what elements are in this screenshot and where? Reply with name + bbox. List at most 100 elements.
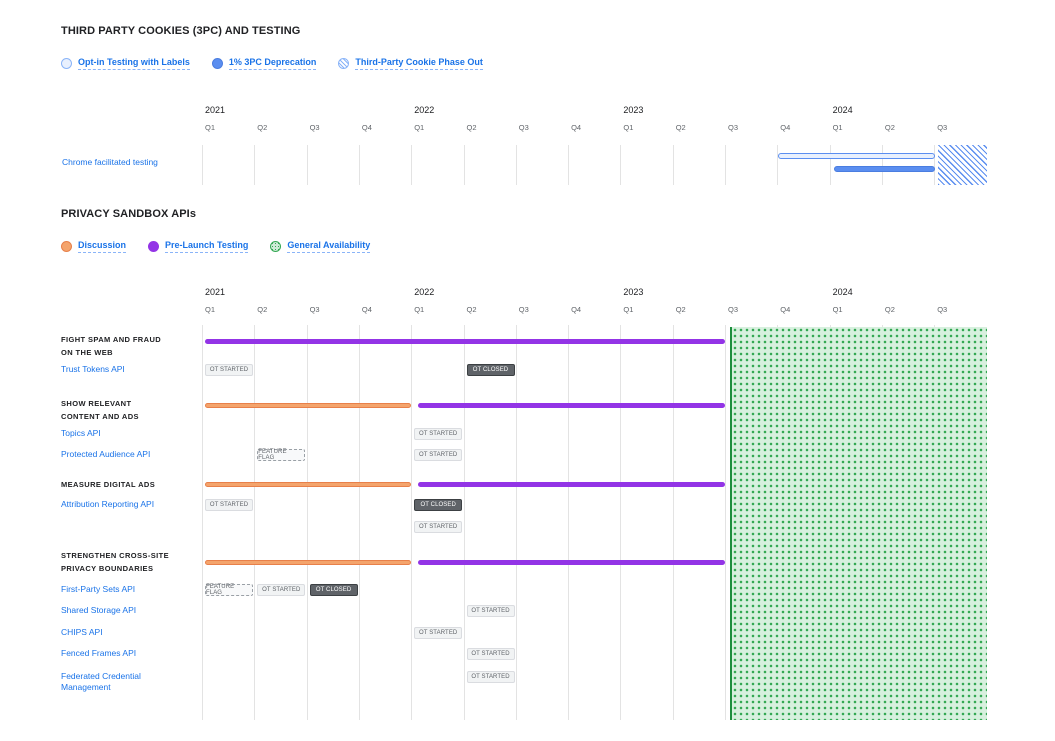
group-title: FIGHT SPAM AND FRAUD ON THE WEB bbox=[61, 335, 162, 357]
ps-quarter-label: Q2 bbox=[675, 305, 686, 314]
ps-grid-line bbox=[568, 325, 570, 720]
status-chip-ot-started: OT STARTED bbox=[205, 364, 253, 376]
3pc-quarter-label: Q4 bbox=[361, 123, 372, 132]
pre-launch-testing-bar bbox=[205, 339, 725, 344]
legend-testing[interactable]: Pre-Launch Testing bbox=[165, 240, 249, 253]
3pc-grid-line bbox=[515, 145, 517, 185]
3pc-grid-line bbox=[358, 145, 360, 185]
3pc-quarter-label: Q1 bbox=[832, 123, 843, 132]
ps-grid-line bbox=[202, 325, 203, 720]
ps-grid-line bbox=[463, 325, 465, 720]
3pc-quarter-label: Q2 bbox=[884, 123, 895, 132]
3pc-year-label: 2024 bbox=[832, 105, 853, 115]
status-chip-ot-started: OT STARTED bbox=[414, 428, 463, 440]
3pc-quarter-label: Q4 bbox=[571, 123, 582, 132]
status-chip-ot-started: OT STARTED bbox=[466, 671, 515, 683]
status-chip-ot-closed: OT CLOSED bbox=[414, 499, 463, 511]
status-chip-ot-started: OT STARTED bbox=[257, 584, 306, 596]
3pc-quarter-label: Q2 bbox=[257, 123, 268, 132]
general-availability-area bbox=[730, 327, 987, 720]
3pc-quarter-label: Q3 bbox=[937, 123, 948, 132]
ps-quarter-label: Q4 bbox=[780, 305, 791, 314]
ps-year-label: 2021 bbox=[205, 287, 226, 297]
ps-quarter-label: Q2 bbox=[257, 305, 268, 314]
opt-in-testing-bar bbox=[778, 153, 936, 159]
status-chip-feature-flag: FEATURE FLAG bbox=[257, 449, 306, 461]
ps-quarter-label: Q1 bbox=[414, 305, 425, 314]
3pc-year-label: 2022 bbox=[414, 105, 435, 115]
3pc-quarter-label: Q1 bbox=[414, 123, 425, 132]
api-label[interactable]: Attribution Reporting API bbox=[61, 499, 155, 509]
api-label[interactable]: Federated Credential Management bbox=[61, 671, 141, 692]
status-chip-feature-flag: FEATURE FLAG bbox=[205, 584, 253, 596]
3pc-grid-line bbox=[620, 145, 622, 185]
api-label[interactable]: Trust Tokens API bbox=[61, 364, 125, 374]
status-chip-ot-started: OT STARTED bbox=[414, 627, 463, 639]
discussion-bar bbox=[205, 560, 412, 565]
3pc-grid-line bbox=[568, 145, 570, 185]
3pc-grid-line bbox=[202, 145, 203, 185]
testing-legend-icon bbox=[148, 241, 160, 252]
deprecation-bar bbox=[833, 166, 936, 172]
api-label[interactable]: Protected Audience API bbox=[61, 449, 151, 459]
ps-quarter-label: Q1 bbox=[623, 305, 634, 314]
3pc-grid-line bbox=[777, 145, 779, 185]
3pc-grid-line bbox=[306, 145, 308, 185]
ps-grid-line bbox=[254, 325, 256, 720]
3pc-quarter-label: Q3 bbox=[309, 123, 320, 132]
legend-discussion[interactable]: Discussion bbox=[78, 240, 127, 253]
phase-out-area bbox=[938, 145, 987, 185]
ps-year-label: 2023 bbox=[623, 287, 644, 297]
legend-phase-out[interactable]: Third-Party Cookie Phase Out bbox=[355, 57, 483, 70]
discussion-bar bbox=[205, 482, 412, 487]
3pc-quarter-label: Q2 bbox=[675, 123, 686, 132]
legend-privacy-sandbox: Discussion Pre-Launch Testing General Av… bbox=[61, 240, 371, 253]
legend-deprecation[interactable]: 1% 3PC Deprecation bbox=[228, 57, 317, 70]
3pc-grid-line bbox=[254, 145, 256, 185]
api-label[interactable]: CHIPS API bbox=[61, 627, 103, 637]
legend-3pc: Opt-in Testing with Labels 1% 3PC Deprec… bbox=[61, 57, 483, 70]
ps-year-label: 2022 bbox=[414, 287, 435, 297]
ps-quarter-label: Q1 bbox=[832, 305, 843, 314]
api-label[interactable]: Shared Storage API bbox=[61, 605, 137, 615]
3pc-quarter-label: Q1 bbox=[205, 123, 216, 132]
3pc-quarter-label: Q3 bbox=[518, 123, 529, 132]
ps-grid-line bbox=[358, 325, 360, 720]
ps-grid-line bbox=[306, 325, 308, 720]
status-chip-ot-closed: OT CLOSED bbox=[309, 584, 358, 596]
pre-launch-testing-bar bbox=[418, 482, 725, 487]
status-chip-ot-started: OT STARTED bbox=[414, 521, 463, 533]
3pc-grid-line bbox=[934, 145, 936, 185]
row-label-chrome-facilitated-testing[interactable]: Chrome facilitated testing bbox=[62, 157, 158, 167]
api-label[interactable]: Topics API bbox=[61, 428, 101, 438]
ps-quarter-label: Q3 bbox=[518, 305, 529, 314]
3pc-grid-line bbox=[881, 145, 883, 185]
ps-grid-line bbox=[725, 325, 726, 720]
3pc-grid-line bbox=[672, 145, 674, 185]
3pc-grid-line bbox=[463, 145, 465, 185]
3pc-quarter-label: Q2 bbox=[466, 123, 477, 132]
api-label[interactable]: First-Party Sets API bbox=[61, 584, 136, 594]
3pc-grid-line bbox=[829, 145, 831, 185]
discussion-legend-icon bbox=[61, 241, 72, 252]
group-title: MEASURE DIGITAL ADS bbox=[61, 480, 156, 489]
ps-quarter-label: Q2 bbox=[884, 305, 895, 314]
ps-quarter-label: Q4 bbox=[571, 305, 582, 314]
status-chip-ot-started: OT STARTED bbox=[414, 449, 463, 461]
ps-grid-line bbox=[515, 325, 517, 720]
group-title: STRENGTHEN CROSS-SITE PRIVACY BOUNDARIES bbox=[61, 551, 169, 573]
status-chip-ot-closed: OT CLOSED bbox=[466, 364, 515, 376]
ps-quarter-label: Q3 bbox=[728, 305, 739, 314]
group-title: SHOW RELEVANT CONTENT AND ADS bbox=[61, 399, 139, 421]
legend-ga[interactable]: General Availability bbox=[287, 240, 371, 253]
section-title-privacy-sandbox: PRIVACY SANDBOX APIs bbox=[61, 208, 197, 220]
phase-out-legend-icon bbox=[338, 58, 350, 69]
status-chip-ot-started: OT STARTED bbox=[466, 605, 515, 617]
ps-quarter-label: Q2 bbox=[466, 305, 477, 314]
section-title-3pc: THIRD PARTY COOKIES (3PC) AND TESTING bbox=[61, 25, 301, 37]
status-chip-ot-started: OT STARTED bbox=[205, 499, 253, 511]
pre-launch-testing-bar bbox=[418, 560, 725, 565]
legend-opt-in[interactable]: Opt-in Testing with Labels bbox=[78, 57, 190, 70]
api-label[interactable]: Fenced Frames API bbox=[61, 648, 137, 658]
pre-launch-testing-bar bbox=[418, 403, 725, 408]
